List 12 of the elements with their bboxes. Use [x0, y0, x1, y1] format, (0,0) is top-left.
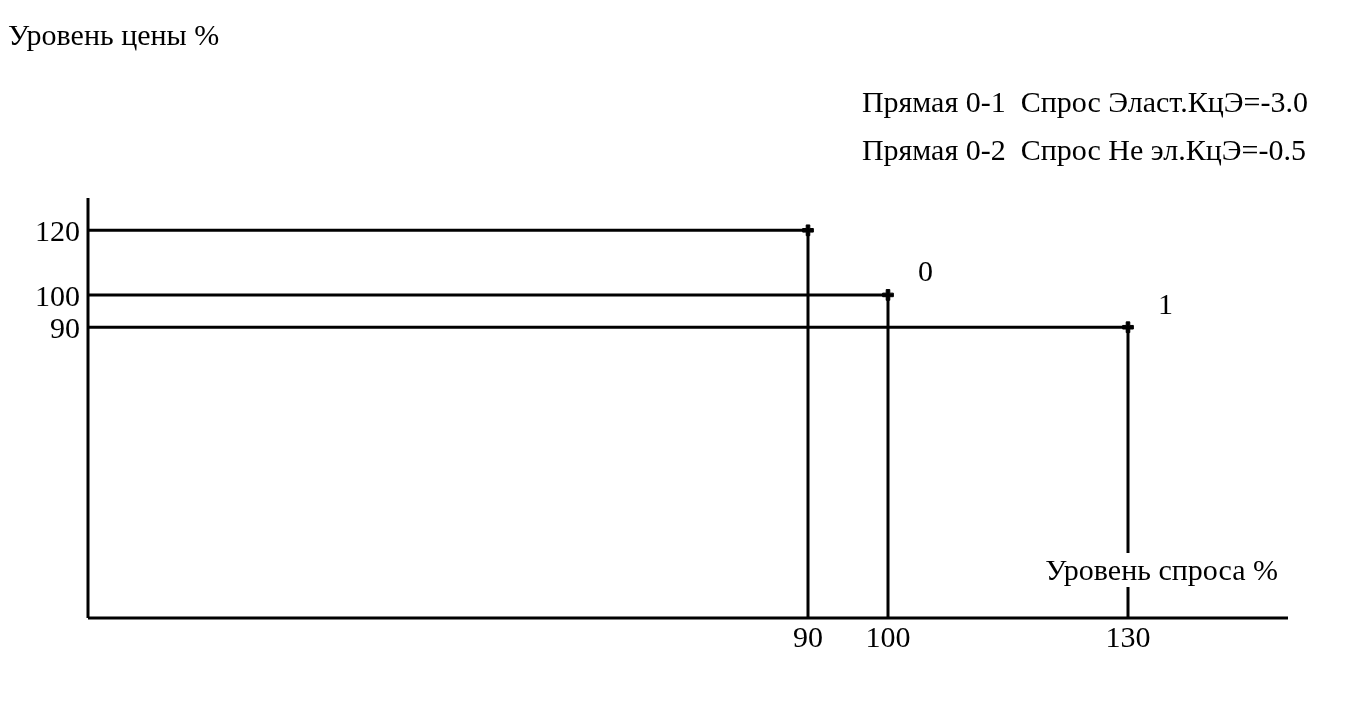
- y-tick-label: 120: [35, 213, 80, 247]
- text: Прямая 0-2 Спрос Не эл.КцЭ=-0.5: [861, 132, 1307, 168]
- y-tick-label: 100: [35, 278, 80, 312]
- x-tick-label: 90: [793, 620, 823, 654]
- x-axis-title: Уровень спроса %: [1045, 553, 1278, 587]
- y-axis-title: Уровень цены %: [8, 18, 220, 52]
- y-tick-label: 90: [50, 310, 80, 344]
- annotation: 1: [1158, 286, 1173, 320]
- text: Прямая 0-1 Спрос Эласт.КцЭ=-3.0: [861, 84, 1308, 120]
- x-tick-label: 130: [1105, 620, 1151, 654]
- annotation: 0: [918, 254, 933, 288]
- x-tick-label: 100: [865, 620, 911, 654]
